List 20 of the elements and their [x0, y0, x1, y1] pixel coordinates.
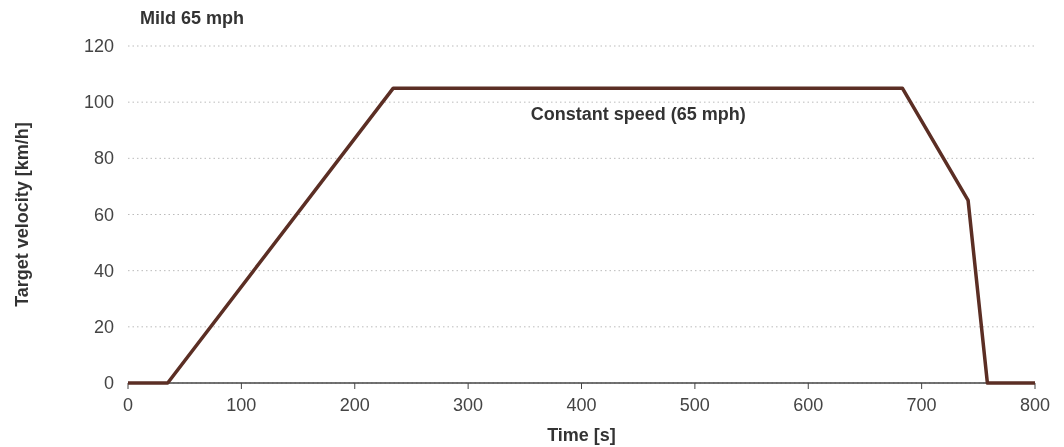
x-tick-label: 200 [339, 395, 370, 415]
x-tick-label: 700 [906, 395, 937, 415]
x-tick-label: 400 [566, 395, 597, 415]
x-axis-title: Time [s] [547, 425, 616, 445]
chart-title: Mild 65 mph [140, 8, 245, 28]
y-tick-label: 60 [93, 204, 114, 225]
y-tick-label: 0 [103, 373, 114, 393]
x-tick-label: 600 [793, 395, 824, 415]
y-tick-label: 100 [83, 92, 114, 113]
x-tick-label: 500 [679, 395, 710, 415]
x-tick-label: 300 [453, 395, 484, 415]
x-tick-label: 800 [1019, 395, 1051, 415]
y-axis-title: Target velocity [km/h] [12, 122, 32, 307]
y-tick-label: 20 [93, 316, 114, 337]
y-tick-label: 80 [93, 148, 114, 169]
x-tick-label: 0 [122, 395, 134, 415]
x-tick-label: 100 [226, 395, 257, 415]
y-tick-label: 120 [83, 36, 114, 56]
annotation: Constant speed (65 mph) [530, 104, 746, 125]
y-tick-label: 40 [93, 260, 114, 281]
